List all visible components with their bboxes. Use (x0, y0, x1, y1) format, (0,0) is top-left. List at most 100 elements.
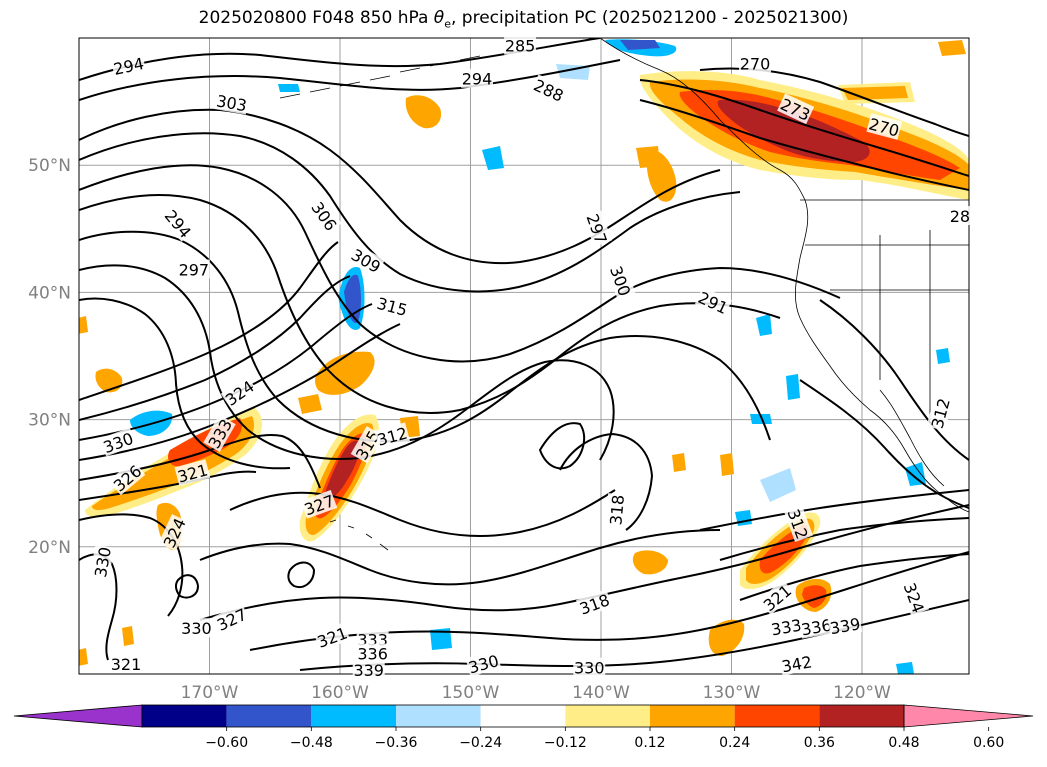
contour-label-text: 330 (181, 619, 212, 638)
contour-label-backdrop (465, 650, 502, 677)
contour-label-backdrop (777, 93, 815, 125)
contour-label-backdrop (356, 643, 389, 663)
lon-tick-label: 170°W (181, 683, 239, 703)
contour-line (719, 517, 969, 561)
precip-patch-se-2-heavy (802, 585, 827, 608)
colorbar-tick-label: 0.48 (888, 735, 919, 751)
precip-patch-west-island (95, 368, 123, 393)
lat-tick-label: 30°N (28, 411, 71, 431)
precip-region-ne-corner (938, 40, 966, 56)
contour-line (538, 422, 586, 470)
contour-label-backdrop (158, 514, 190, 552)
contour-label-text: 339 (353, 661, 384, 680)
neg-patch-coast-2 (786, 374, 800, 400)
lat-tick-label: 50°N (28, 156, 71, 176)
contour-label-backdrop (374, 292, 411, 320)
contour-label-text: 297 (179, 261, 210, 280)
contour-label-text: 336 (357, 645, 388, 664)
contour-label-backdrop (313, 622, 351, 652)
contour-label-backdrop (347, 243, 385, 277)
latitude-labels: 50°N 40°N 30°N 20°N (28, 156, 71, 558)
precip-patch-north-hawaii (315, 351, 375, 395)
contour-label-backdrop (109, 653, 142, 673)
map-area (79, 38, 969, 674)
contour-line (819, 299, 969, 461)
contour-label-text: 270 (740, 54, 771, 73)
contour-line (79, 108, 721, 265)
contour-label-backdrop (203, 414, 236, 452)
title-theta-subscript: e (444, 17, 451, 31)
contour-line (79, 241, 339, 401)
contour-label-backdrop (220, 375, 258, 410)
contour-line (79, 275, 351, 421)
contour-label-text: 318 (606, 494, 628, 526)
contour-label-backdrop (606, 262, 636, 300)
lon-tick-label: 120°W (833, 683, 891, 703)
lat-tick-label: 40°N (28, 283, 71, 303)
contour-label: 318 (605, 493, 628, 527)
contour-label-backdrop (798, 614, 834, 639)
contour-label-backdrop (926, 395, 954, 432)
contour-label-backdrop (307, 197, 342, 235)
us-state-lines (800, 199, 969, 420)
precip-patch-se-3 (708, 619, 745, 656)
contour-label: 321 (109, 653, 142, 674)
neg-patch-sub-1 (760, 468, 796, 502)
colorbar-tick-label: 0.24 (719, 735, 750, 751)
colorbar: −0.60 −0.48 −0.36 −0.24 −0.12 0.12 0.24 0.36 0.4… (13, 704, 1034, 751)
contour-label-backdrop (177, 259, 210, 279)
lon-tick-label: 150°W (442, 683, 500, 703)
lat-tick-label: 20°N (28, 538, 71, 558)
contour-label: 297 (177, 259, 210, 280)
title-suffix: , precipitation PC (2025021200 - 2025021… (450, 8, 849, 28)
contour-label-backdrop (504, 35, 537, 55)
colorbar-extend-high (903, 704, 1034, 728)
colorbar-segment (734, 705, 820, 727)
contour-label-backdrop (99, 427, 137, 457)
aleutian-islands (279, 55, 481, 99)
colorbar-segment (480, 705, 566, 727)
precip-patch-small-5 (720, 453, 734, 476)
colorbar-segment (396, 705, 481, 727)
contour-label-backdrop (694, 286, 732, 318)
contour-label-backdrop (605, 493, 628, 527)
lon-tick-label: 140°W (572, 683, 630, 703)
contour-line (199, 529, 721, 586)
lon-tick-label: 160°W (311, 683, 369, 703)
neg-patch-south (430, 628, 452, 650)
contour-label-backdrop (943, 206, 976, 226)
contour-label-backdrop (214, 90, 250, 115)
colorbar-tick-label: 0.60 (973, 735, 1004, 751)
colorbar-segment (650, 705, 735, 727)
colorbar-tick-label: −0.48 (290, 735, 333, 751)
contour-label-backdrop (827, 613, 863, 638)
lon-tick-label: 130°W (703, 683, 761, 703)
contour-line (229, 489, 616, 537)
contour-label-backdrop (530, 74, 568, 106)
colorbar-tick-label: −0.60 (205, 735, 248, 751)
contour-line (79, 230, 771, 443)
contour-label-backdrop (768, 614, 804, 639)
contour-line (199, 504, 969, 621)
contour-label-text: 28 (950, 207, 970, 226)
precip-patch-south-3 (79, 648, 88, 666)
contour-label-text: 285 (505, 37, 536, 56)
colorbar-segment (142, 705, 227, 727)
contour-line (79, 59, 621, 101)
contour-label-text: 294 (462, 70, 493, 89)
neg-patch-alaska-2 (278, 84, 300, 92)
contour-label-backdrop (108, 460, 146, 496)
contour-line (79, 194, 781, 414)
contour-line (79, 323, 401, 461)
contour-line (79, 297, 291, 470)
contour-label: 330 (573, 657, 606, 678)
contour-label-backdrop (738, 53, 771, 73)
neg-patch-south-2 (896, 662, 914, 674)
contour-label: 339 (352, 660, 385, 680)
contour-label-backdrop (900, 579, 930, 616)
colorbar-segment (311, 705, 396, 727)
contour-label-backdrop (212, 603, 250, 635)
precip-region-canada-extreme (717, 99, 870, 162)
contour-line (79, 164, 841, 363)
